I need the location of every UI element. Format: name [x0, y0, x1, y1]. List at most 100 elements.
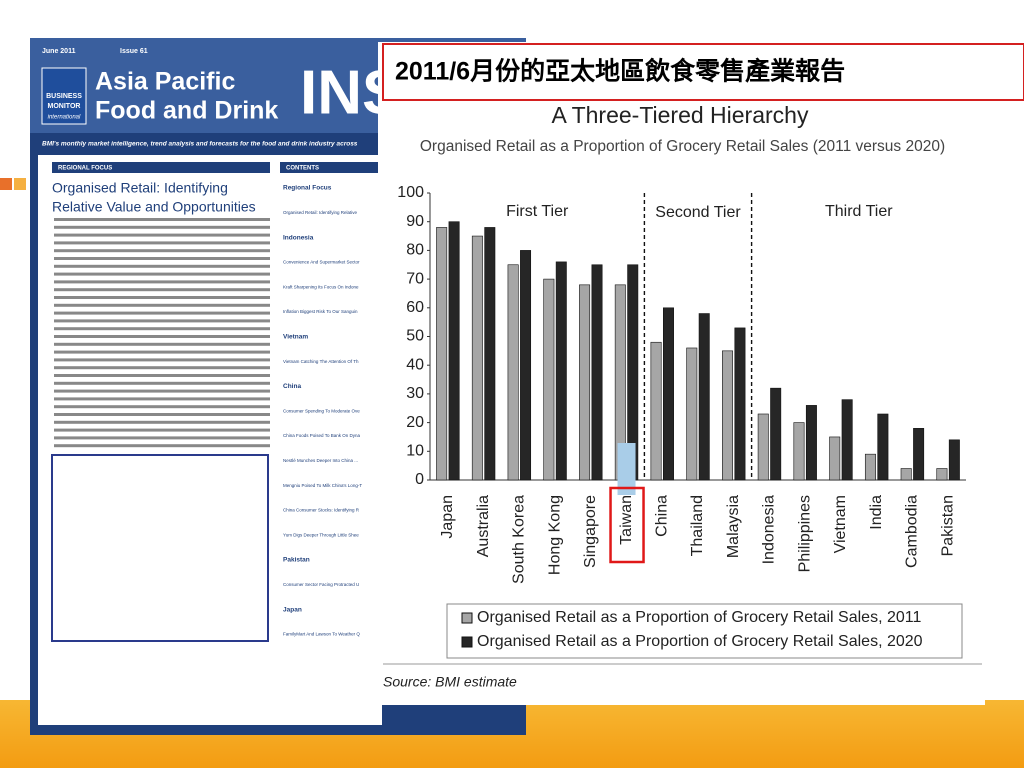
y-tick-label: 50 [406, 328, 424, 345]
text-line [54, 241, 270, 245]
text-line [54, 296, 270, 299]
bar [805, 405, 817, 481]
contents-item: FamilyMart And Lawson To Weather Q [283, 632, 360, 637]
bar [448, 221, 460, 481]
legend-label: Organised Retail as a Proportion of Groc… [477, 633, 923, 650]
bar [591, 264, 603, 481]
accent [14, 178, 26, 190]
bar [734, 327, 746, 481]
y-tick-label: 90 [406, 213, 424, 230]
section-bar [52, 162, 270, 173]
legend-swatch [461, 612, 473, 624]
brand: international [48, 115, 81, 121]
bar [913, 428, 925, 481]
bar [555, 261, 567, 481]
x-tick-label: Singapore [582, 495, 599, 568]
bar [757, 413, 769, 481]
contents-item: China Foods Poised To Bank On Dyna [283, 433, 360, 438]
y-tick-label: 20 [406, 414, 424, 431]
tier-label: Second Tier [655, 204, 741, 221]
text-line [54, 249, 270, 253]
bar [686, 347, 698, 481]
newsletter-title: Asia Pacific [95, 68, 235, 96]
text-line [54, 225, 270, 229]
bar [436, 227, 448, 481]
accent [0, 178, 12, 190]
text-line [54, 264, 270, 268]
bar [543, 278, 555, 481]
y-tick-label: 0 [415, 471, 424, 488]
contents-item: Consumer Sector Facing Protracted U [283, 582, 359, 587]
text-line [54, 366, 270, 370]
thumbnail-chart [51, 454, 269, 642]
bar [650, 341, 662, 481]
bar [877, 413, 889, 481]
headline: Relative Value and Opportunities [52, 199, 256, 215]
x-tick-label: Pakistan [939, 495, 956, 556]
contents-item: Vietnam [283, 334, 308, 341]
chart: 0 10 20 30 40 50 60 70 80 90 100 Japan Australia Sout… [397, 184, 966, 659]
header-box [382, 43, 1024, 101]
tagline: BMI's monthly market intelligence, trend… [42, 141, 358, 148]
y-tick-label: 30 [406, 385, 424, 402]
tagline-bar [30, 133, 382, 155]
tier-label: Third Tier [825, 203, 893, 220]
bar [864, 453, 876, 481]
chart-title: A Three-Tiered Hierarchy [552, 102, 809, 128]
text-line [54, 335, 270, 338]
contents-item: Regional Focus [283, 185, 332, 192]
bar [484, 227, 496, 481]
text-line [54, 288, 270, 292]
text-line [54, 436, 270, 440]
bar [948, 439, 960, 481]
y-tick-label: 80 [406, 242, 424, 259]
contents-item: China [283, 383, 301, 390]
contents-item: Pakistan [283, 557, 310, 564]
contents: CONTENTS [286, 166, 319, 172]
contents-item: Consumer Spending To Moderate Ove [283, 408, 360, 413]
text-line [54, 444, 270, 448]
bar [520, 250, 532, 481]
text-line [54, 319, 270, 323]
brand: BUSINESS [46, 93, 82, 100]
text-line [54, 405, 270, 409]
legend-swatch [461, 636, 473, 648]
header: 2011/6月份的亞太地區飲食零售產業報告 [395, 57, 845, 86]
bar [471, 235, 483, 481]
bar [579, 284, 591, 481]
legend-label: Organised Retail as a Proportion of Groc… [477, 609, 921, 626]
contents-item: Nestlé Munches Deeper Into China ... [283, 458, 358, 463]
x-tick-label: China [653, 495, 670, 537]
bar [722, 350, 733, 481]
text-line [54, 420, 270, 424]
headline: Organised Retail: Identifying [52, 180, 228, 196]
chart-subtitle: Organised Retail as a Proportion of Groc… [419, 138, 946, 155]
bar [793, 422, 805, 481]
contents-item: Convenience And Supermarket Sector [283, 260, 360, 265]
text-line [54, 272, 270, 276]
section: REGIONAL FOCUS [58, 166, 112, 172]
x-tick-label: Malaysia [725, 495, 742, 558]
date: June 2011 [42, 48, 76, 55]
text-line [54, 374, 270, 377]
brand: MONITOR [48, 103, 81, 110]
bar [900, 468, 912, 481]
text-line [54, 303, 270, 307]
issue: Issue 61 [120, 48, 148, 55]
highlight-label-bg [617, 443, 636, 495]
bar [936, 468, 948, 481]
text-line [54, 218, 270, 221]
x-tick-label: Thailand [689, 495, 706, 556]
highlight-box [609, 486, 645, 564]
text-line [54, 428, 270, 432]
x-tick-label: Hong Kong [546, 495, 563, 575]
text-line [54, 327, 270, 331]
contents-item: Yum Digs Deeper Through Little Shee [283, 532, 359, 537]
bar [841, 399, 853, 481]
bar [507, 264, 519, 481]
logo [41, 67, 87, 125]
x-tick-label: Taiwan [618, 495, 635, 545]
x-tick-label: Vietnam [832, 495, 849, 553]
text-line [54, 358, 270, 362]
